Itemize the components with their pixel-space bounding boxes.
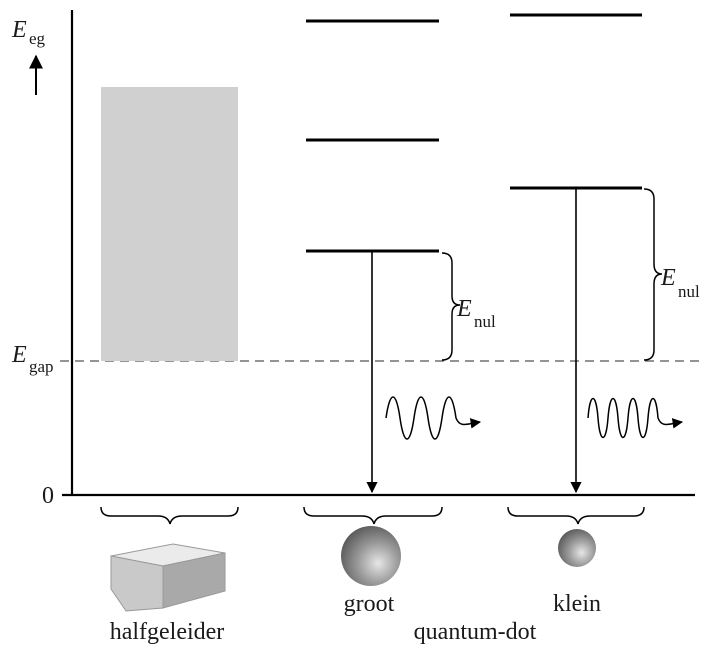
small-dot-group-brace <box>507 506 645 525</box>
bulk-semiconductor-block-icon <box>110 543 226 612</box>
large-dot-zero-energy-brace <box>441 252 461 361</box>
quantum-dot-group-caption: quantum-dot <box>414 619 537 645</box>
large-quantum-dot-sphere <box>341 526 401 586</box>
small-dot-zero-energy-brace <box>643 188 663 361</box>
large-dot-zero-energy-label-sub: nul <box>474 312 496 331</box>
large-dot-caption: groot <box>344 591 395 617</box>
bulk-conduction-band <box>101 87 238 361</box>
gap-label-sub: gap <box>29 357 54 376</box>
large-dot-zero-energy-label: E <box>456 296 472 322</box>
gap-label: E <box>11 342 27 368</box>
large-dot-photon-wave <box>385 396 482 440</box>
y-axis-label-sub: eg <box>29 29 46 48</box>
zero-label: 0 <box>42 483 54 509</box>
y-axis-label: E <box>11 17 27 43</box>
small-quantum-dot-sphere <box>558 529 596 567</box>
bulk-caption: halfgeleider <box>110 619 225 645</box>
small-dot-caption: klein <box>553 591 601 617</box>
bulk-group-brace <box>100 506 239 525</box>
small-dot-photon-wave <box>587 397 684 439</box>
large-dot-group-brace <box>303 506 443 525</box>
small-dot-zero-energy-label-sub: nul <box>678 282 700 301</box>
small-dot-zero-energy-label: E <box>660 265 676 291</box>
